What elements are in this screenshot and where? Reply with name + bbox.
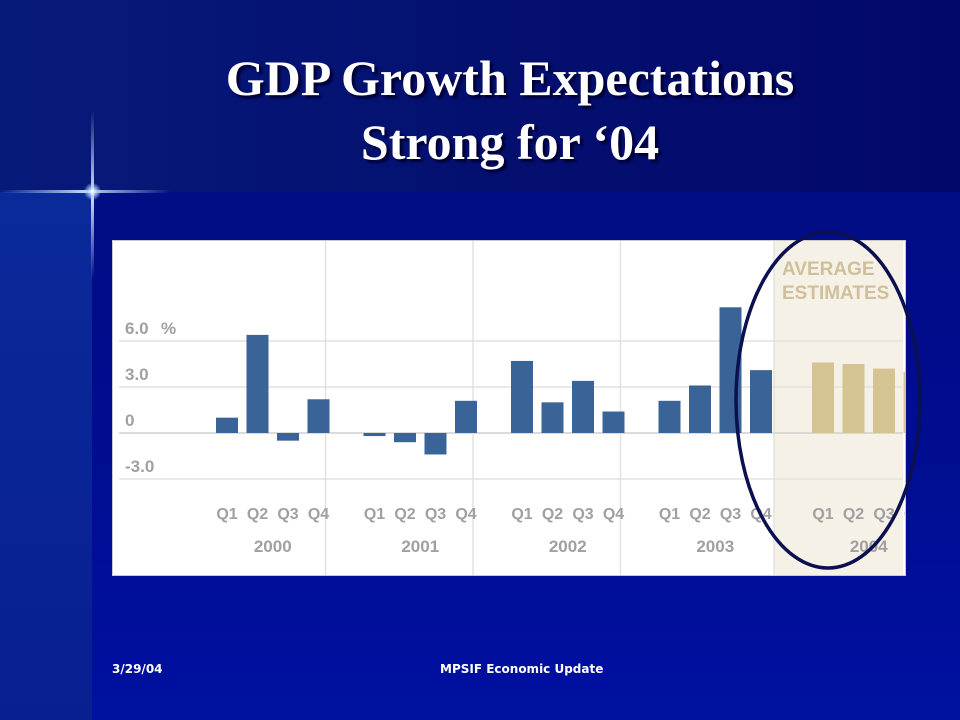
year-label: 2002 xyxy=(549,537,587,556)
footer-date: 3/29/04 xyxy=(112,662,163,676)
quarter-label: Q3 xyxy=(277,506,298,523)
bar-2001-q1 xyxy=(363,433,386,437)
bar-2004-q2 xyxy=(842,364,865,433)
quarter-label: Q3 xyxy=(572,506,593,523)
year-label: 2003 xyxy=(696,537,734,556)
bars xyxy=(216,307,905,455)
y-tick-label: 3.0 xyxy=(125,365,149,384)
footer-title: MPSIF Economic Update xyxy=(440,662,604,676)
bar-2000-q3 xyxy=(277,433,299,441)
quarter-label: Q4 xyxy=(603,506,624,523)
bar-2000-q2 xyxy=(246,334,269,433)
quarter-label: Q3 xyxy=(720,506,741,523)
left-accent-band xyxy=(0,192,92,720)
sparkle-icon xyxy=(84,183,101,200)
gdp-bar-chart: 6.0 3.0 0 -3.0% AVERAGE ESTIMATES Q1 Q2 Q3 Q4 200… xyxy=(119,241,905,575)
bar-2001-q2 xyxy=(394,433,416,443)
bar-2000-q4 xyxy=(307,399,330,433)
bar-2003-q2 xyxy=(689,385,711,433)
quarter-label: Q1 xyxy=(364,506,385,523)
x-axis-labels: AVERAGE ESTIMATES Q1 Q2 Q3 Q4 2000 Q1 Q2 Q3 Q4 2001… xyxy=(216,259,905,556)
slide-title-line-1: GDP Growth Expectations xyxy=(225,50,795,106)
quarter-label: Q1 xyxy=(659,506,680,523)
quarter-label: Q1 xyxy=(511,506,532,523)
slide-title: GDP Growth Expectations Strong for ‘04 xyxy=(100,46,920,174)
bar-2001-q4 xyxy=(455,400,477,433)
bar-2002-q2 xyxy=(541,402,564,433)
y-tick-label: -3.0 xyxy=(125,457,154,476)
estimate-label: AVERAGE xyxy=(782,259,875,280)
quarter-label: Q3 xyxy=(425,506,446,523)
bar-2004-q1 xyxy=(812,362,834,433)
quarter-label: Q1 xyxy=(812,506,833,523)
quarter-label: Q4 xyxy=(308,506,329,523)
bar-2001-q3 xyxy=(424,433,447,455)
year-label: 2001 xyxy=(401,537,439,556)
quarter-label: Q4 xyxy=(455,506,476,523)
quarter-label: Q2 xyxy=(843,506,864,523)
quarter-label: Q2 xyxy=(689,506,710,523)
bar-2003-q4 xyxy=(750,370,772,433)
quarter-label: Q3 xyxy=(873,506,894,523)
quarter-label: Q1 xyxy=(216,506,237,523)
y-tick-label: 6.0 xyxy=(125,319,149,338)
quarter-label: Q2 xyxy=(394,506,415,523)
year-label: 2000 xyxy=(254,537,292,556)
gdp-chart-panel: 6.0 3.0 0 -3.0% AVERAGE ESTIMATES Q1 Q2 Q3 Q4 200… xyxy=(112,240,906,576)
quarter-label: Q2 xyxy=(542,506,563,523)
quarter-label: Q2 xyxy=(247,506,268,523)
slide-title-line-2: Strong for ‘04 xyxy=(360,114,660,170)
bar-2002-q1 xyxy=(511,360,533,433)
bar-2002-q4 xyxy=(602,411,625,433)
y-axis-ticks: 6.0 3.0 0 -3.0% xyxy=(125,319,176,476)
bar-2004-q3 xyxy=(873,368,895,433)
highlight-oval xyxy=(734,230,922,570)
bar-2004-q4 xyxy=(903,371,905,433)
bar-2000-q1 xyxy=(216,417,238,433)
title-band xyxy=(0,0,960,192)
y-unit-label: % xyxy=(161,319,176,338)
y-tick-label: 0 xyxy=(125,411,134,430)
estimate-label: ESTIMATES xyxy=(782,283,889,304)
quarter-label: Q4 xyxy=(904,506,905,523)
bar-2003-q1 xyxy=(658,400,681,433)
bar-2002-q3 xyxy=(572,380,594,433)
